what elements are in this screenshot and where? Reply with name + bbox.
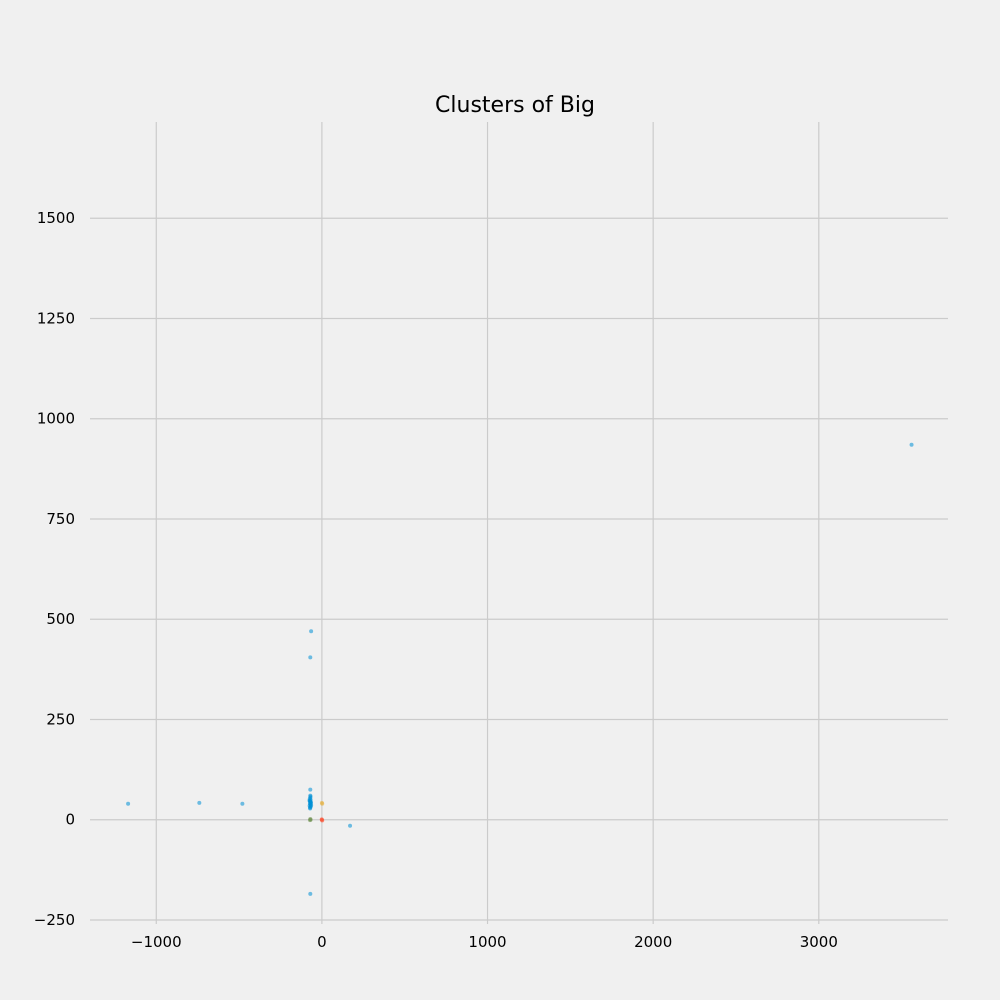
y-tick-label: 1500 <box>37 209 75 227</box>
x-tick-label: 1000 <box>468 933 506 951</box>
data-point <box>308 794 313 799</box>
data-point <box>308 787 313 792</box>
y-tick-label: 750 <box>46 510 75 528</box>
y-tick-label: −250 <box>34 911 75 929</box>
grid-lines <box>90 122 948 924</box>
y-tick-label: 1250 <box>37 309 75 327</box>
y-tick-label: 500 <box>46 610 75 628</box>
data-points <box>126 442 914 896</box>
x-tick-label: 0 <box>317 933 327 951</box>
data-point <box>348 823 353 828</box>
chart-title: Clusters of Big <box>435 93 595 118</box>
y-tick-label: 250 <box>46 710 75 728</box>
data-point <box>197 800 202 805</box>
data-point <box>126 801 131 806</box>
x-tick-label: −1000 <box>131 933 182 951</box>
data-point <box>308 804 313 809</box>
data-point <box>240 801 245 806</box>
x-tick-label: 3000 <box>800 933 838 951</box>
data-point <box>307 818 312 823</box>
data-point <box>320 801 325 806</box>
y-tick-label: 1000 <box>37 410 75 428</box>
data-point <box>308 891 313 896</box>
x-tick-label: 2000 <box>634 933 672 951</box>
y-tick-labels: −250 0 250 500 750 1000 1250 1500 <box>34 209 75 929</box>
data-point <box>307 799 312 804</box>
y-tick-label: 0 <box>65 811 75 829</box>
x-tick-labels: −1000 0 1000 2000 3000 <box>131 933 838 951</box>
data-point <box>309 629 314 634</box>
data-point <box>308 655 313 660</box>
data-point <box>909 442 914 447</box>
data-point <box>319 817 324 822</box>
